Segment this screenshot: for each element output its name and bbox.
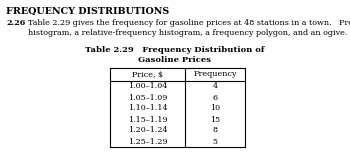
Text: Price, $: Price, $ xyxy=(132,71,163,78)
Text: 6: 6 xyxy=(212,93,218,102)
Text: Frequency: Frequency xyxy=(193,71,237,78)
Text: 1.25–1.29: 1.25–1.29 xyxy=(128,137,167,146)
Text: histogram, a relative-frequency histogram, a frequency polygon, and an ogive.: histogram, a relative-frequency histogra… xyxy=(28,29,347,37)
Text: 15: 15 xyxy=(210,115,220,124)
Text: 1.05–1.09: 1.05–1.09 xyxy=(128,93,167,102)
Text: Table 2.29 gives the frequency for gasoline prices at 48 stations in a town.   P: Table 2.29 gives the frequency for gasol… xyxy=(28,19,350,27)
Text: 1.00–1.04: 1.00–1.04 xyxy=(128,83,167,90)
Text: 5: 5 xyxy=(212,137,217,146)
Text: 1.20–1.24: 1.20–1.24 xyxy=(128,127,167,134)
Text: 2.26: 2.26 xyxy=(6,19,25,27)
Text: 1.15–1.19: 1.15–1.19 xyxy=(128,115,167,124)
Text: 4: 4 xyxy=(212,83,218,90)
Text: Gasoline Prices: Gasoline Prices xyxy=(139,56,211,64)
Text: 1.10–1.14: 1.10–1.14 xyxy=(128,105,167,112)
Text: FREQUENCY DISTRIBUTIONS: FREQUENCY DISTRIBUTIONS xyxy=(6,7,169,16)
Text: 8: 8 xyxy=(212,127,217,134)
Text: 10: 10 xyxy=(210,105,220,112)
Text: Table 2.29   Frequency Distribution of: Table 2.29 Frequency Distribution of xyxy=(85,46,265,54)
